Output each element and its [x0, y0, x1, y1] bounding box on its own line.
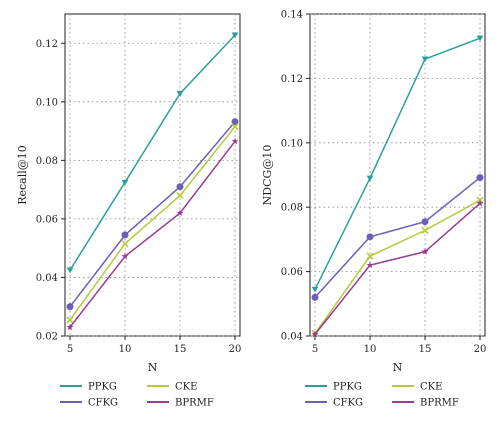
recall-legend: PPKG CKE CFKG BPRMF — [60, 382, 214, 409]
recall-point-cfkg — [231, 118, 239, 126]
ndcg-x-tick-label: 10 — [364, 344, 377, 355]
ndcg-point-bprmf — [476, 199, 484, 207]
ndcg-grid — [310, 13, 485, 337]
recall-point-bprmf — [176, 209, 184, 216]
ndcg-x-tick-label: 15 — [419, 344, 432, 355]
recall-y-tick-label: 0.12 — [36, 39, 58, 50]
recall-point-ppkg — [121, 179, 129, 186]
ndcg-legend: PPKG CKE CFKG BPRMF — [305, 382, 459, 409]
recall-line-cfkg — [69, 121, 236, 308]
ndcg-y-tick-label: 0.10 — [281, 138, 303, 149]
recall-ticks: 5 10 15 20 0.02 0.04 0.06 0.08 0.10 0.12 — [36, 39, 242, 355]
ndcg-legend-label-bprmf: BPRMF — [420, 398, 459, 409]
ndcg-point-cke — [421, 226, 429, 234]
recall-point-ppkg — [66, 267, 74, 274]
ndcg-x-tick-label: 20 — [474, 344, 487, 355]
recall-point-bprmf — [231, 137, 239, 145]
recall-point-bprmf — [121, 252, 129, 260]
recall-point-ppkg — [176, 91, 184, 97]
recall-x-tick-label: 20 — [229, 344, 242, 355]
ndcg-point-ppkg — [311, 286, 319, 293]
ndcg-point-cfkg — [421, 218, 429, 226]
ndcg-y-tick-label: 0.12 — [281, 74, 303, 85]
ndcg-legend-label-cke: CKE — [420, 382, 442, 393]
ndcg-point-cfkg — [366, 233, 374, 241]
ndcg-plot-frame — [309, 13, 486, 337]
recall-line-cke — [69, 126, 236, 321]
recall-x-tick-label: 5 — [67, 344, 73, 355]
recall-point-cfkg — [66, 303, 74, 311]
recall-legend-label-cfkg: CFKG — [88, 398, 118, 409]
recall-y-tick-label: 0.04 — [36, 273, 58, 284]
recall-point-bprmf — [66, 323, 74, 331]
recall-point-ppkg — [231, 32, 239, 39]
ndcg-y-tick-label: 0.04 — [281, 332, 303, 343]
ndcg-y-tick-label: 0.08 — [281, 203, 303, 214]
recall-x-axis-label: N — [148, 361, 158, 374]
recall-point-cke — [121, 240, 129, 248]
ndcg-legend-label-ppkg: PPKG — [333, 382, 362, 393]
recall-grid — [65, 14, 240, 337]
recall-line-ppkg — [69, 34, 236, 271]
ndcg-point-ppkg — [366, 175, 374, 182]
recall-y-tick-label: 0.08 — [36, 156, 58, 167]
recall-legend-label-cke: CKE — [175, 382, 197, 393]
recall-x-tick-label: 15 — [174, 344, 187, 355]
recall-y-tick-label: 0.06 — [36, 214, 58, 225]
recall-point-cfkg — [121, 231, 129, 239]
recall-y-tick-label: 0.10 — [36, 97, 58, 108]
ndcg-point-bprmf — [421, 248, 429, 255]
ndcg-legend-label-cfkg: CFKG — [333, 398, 363, 409]
ndcg-y-tick-label: 0.14 — [281, 10, 303, 21]
recall-point-cke — [176, 191, 184, 200]
recall-point-cfkg — [176, 183, 184, 191]
recall-chart-panel: 5 10 15 20 0.02 0.04 0.06 0.08 0.10 0.12 N Recall… — [16, 13, 242, 374]
ndcg-y-axis-label: NDCG@10 — [261, 145, 274, 206]
ndcg-chart-panel: 5 10 15 20 0.04 0.06 0.08 0.10 0.12 0.14 N NDCG@1… — [261, 10, 486, 375]
recall-legend-label-bprmf: BPRMF — [175, 398, 214, 409]
ndcg-line-ppkg — [314, 37, 481, 290]
ndcg-x-axis-label: N — [393, 361, 403, 374]
recall-legend-label-ppkg: PPKG — [88, 382, 117, 393]
ndcg-line-cfkg — [314, 176, 481, 298]
recall-series — [66, 32, 239, 331]
ndcg-line-bprmf — [314, 202, 481, 335]
ndcg-point-bprmf — [311, 330, 319, 338]
ndcg-ticks: 5 10 15 20 0.04 0.06 0.08 0.10 0.12 0.14 — [281, 10, 487, 356]
ndcg-point-bprmf — [366, 261, 374, 269]
ndcg-y-tick-label: 0.06 — [281, 267, 303, 278]
ndcg-point-cfkg — [311, 293, 319, 301]
recall-x-tick-label: 10 — [119, 344, 132, 355]
ndcg-x-tick-label: 5 — [312, 344, 318, 355]
recall-y-axis-label: Recall@10 — [16, 145, 29, 205]
ndcg-point-cfkg — [476, 174, 484, 182]
ndcg-point-ppkg — [476, 35, 484, 42]
ndcg-point-cke — [366, 252, 374, 260]
ndcg-line-cke — [314, 199, 481, 334]
recall-point-cke — [66, 316, 74, 324]
recall-point-cke — [231, 123, 239, 131]
ndcg-point-ppkg — [421, 56, 429, 63]
recall-plot-frame — [64, 13, 241, 337]
recall-line-bprmf — [69, 140, 236, 328]
recall-y-tick-label: 0.02 — [36, 332, 58, 343]
ndcg-series — [311, 35, 484, 338]
